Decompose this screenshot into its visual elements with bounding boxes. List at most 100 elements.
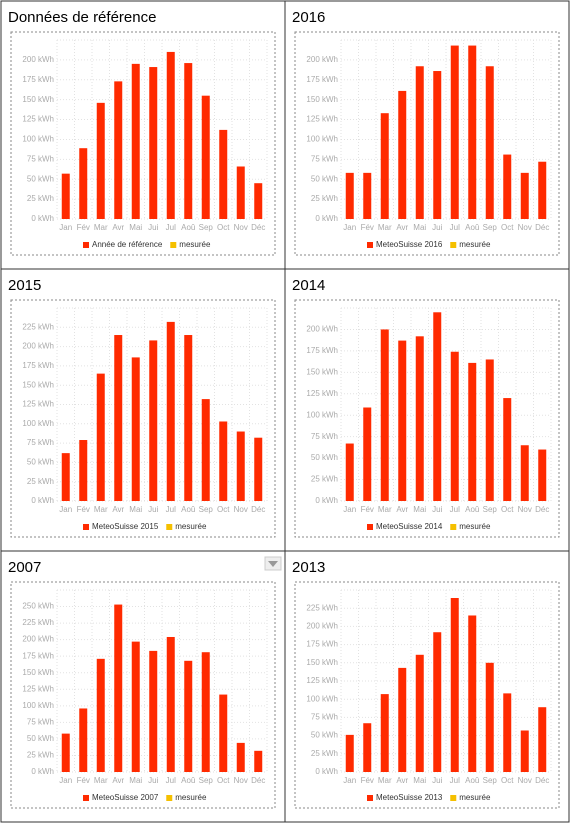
legend-swatch (367, 524, 373, 530)
y-tick-label: 125 kWh (22, 115, 54, 124)
x-tick-label: Aoû (181, 776, 195, 785)
bar (415, 336, 424, 501)
bar (131, 357, 140, 501)
y-tick-label: 75 kWh (27, 438, 54, 447)
bar (468, 362, 477, 501)
y-tick-label: 175 kWh (306, 346, 338, 355)
y-tick-label: 150 kWh (306, 367, 338, 376)
y-tick-label: 100 kWh (22, 701, 54, 710)
legend-label: MeteoSuisse 2014 (376, 522, 443, 531)
y-tick-label: 0 kWh (31, 767, 54, 776)
bar (468, 45, 477, 219)
legend-swatch (83, 242, 89, 248)
y-tick-label: 75 kWh (311, 432, 338, 441)
y-tick-label: 100 kWh (306, 694, 338, 703)
y-tick-label: 25 kWh (311, 194, 338, 203)
bar (219, 694, 228, 772)
x-tick-label: Jul (166, 505, 176, 514)
x-tick-label: Mai (413, 776, 426, 785)
x-tick-label: Aoû (465, 223, 479, 232)
x-tick-label: Avr (396, 223, 408, 232)
bar (450, 598, 459, 772)
y-tick-label: 50 kWh (27, 734, 54, 743)
y-tick-label: 175 kWh (306, 640, 338, 649)
chart-frame (10, 581, 276, 809)
bar (520, 445, 529, 501)
chart-title: 2015 (8, 277, 41, 294)
x-tick-label: Fév (361, 223, 374, 232)
bar (363, 172, 372, 219)
x-tick-label: Jui (432, 505, 442, 514)
bar (166, 321, 175, 501)
x-tick-label: Jan (343, 505, 356, 514)
x-tick-label: Déc (251, 223, 265, 232)
x-tick-label: Jul (450, 776, 460, 785)
bar (96, 102, 105, 219)
x-tick-label: Sep (483, 505, 498, 514)
y-tick-label: 125 kWh (306, 115, 338, 124)
x-tick-label: Mar (94, 505, 108, 514)
y-tick-label: 25 kWh (311, 749, 338, 758)
bar (450, 351, 459, 501)
x-tick-label: Jui (148, 223, 158, 232)
y-tick-label: 225 kWh (22, 322, 54, 331)
bar (433, 71, 442, 219)
x-tick-label: Fév (361, 505, 374, 514)
x-tick-label: Avr (112, 505, 124, 514)
x-tick-label: Nov (234, 223, 248, 232)
bar (236, 742, 245, 772)
chart-frame (294, 581, 560, 809)
x-tick-label: Jul (450, 505, 460, 514)
x-tick-label: Sep (483, 776, 498, 785)
x-tick-label: Déc (535, 505, 549, 514)
x-tick-label: Jan (59, 776, 72, 785)
x-tick-label: Déc (535, 223, 549, 232)
y-tick-label: 50 kWh (27, 174, 54, 183)
y-tick-label: 200 kWh (22, 635, 54, 644)
bar (345, 172, 354, 219)
chart-title: 2007 (8, 559, 41, 576)
bar (184, 63, 193, 220)
x-tick-label: Fév (77, 223, 90, 232)
x-tick-label: Avr (396, 505, 408, 514)
bar (166, 636, 175, 772)
x-tick-label: Mai (129, 776, 142, 785)
x-tick-label: Aoû (465, 776, 479, 785)
x-tick-label: Avr (112, 223, 124, 232)
x-tick-label: Mar (94, 223, 108, 232)
y-tick-label: 50 kWh (311, 174, 338, 183)
y-tick-label: 150 kWh (306, 95, 338, 104)
bar (236, 166, 245, 219)
legend-swatch (83, 524, 89, 530)
bar (538, 161, 547, 219)
legend-label: mesurée (179, 240, 211, 249)
y-tick-label: 100 kWh (22, 135, 54, 144)
y-tick-label: 225 kWh (22, 618, 54, 627)
y-tick-label: 175 kWh (306, 75, 338, 84)
legend-swatch (166, 795, 173, 801)
x-tick-label: Jul (166, 776, 176, 785)
bar (79, 708, 88, 772)
bar (219, 421, 228, 501)
bar (415, 66, 424, 220)
chart-frame (294, 299, 560, 538)
y-tick-label: 75 kWh (311, 713, 338, 722)
legend-label: mesurée (175, 522, 207, 531)
x-tick-label: Fév (77, 505, 90, 514)
bar (96, 658, 105, 772)
chart-title: Données de référence (8, 9, 156, 26)
x-tick-label: Fév (361, 776, 374, 785)
dropdown-icon[interactable] (264, 556, 282, 571)
legend-label: Année de référence (92, 240, 163, 249)
bar (236, 431, 245, 501)
y-tick-label: 200 kWh (22, 55, 54, 64)
x-tick-label: Avr (396, 776, 408, 785)
bar (485, 662, 494, 772)
bar (114, 81, 123, 219)
x-tick-label: Sep (199, 223, 214, 232)
chart-cell: Données de référence 0 kWh 25 kWh 50 kWh 75 … (0, 0, 286, 270)
x-tick-label: Déc (251, 776, 265, 785)
bar (131, 63, 140, 219)
x-tick-label: Sep (199, 776, 214, 785)
bar (131, 641, 140, 772)
